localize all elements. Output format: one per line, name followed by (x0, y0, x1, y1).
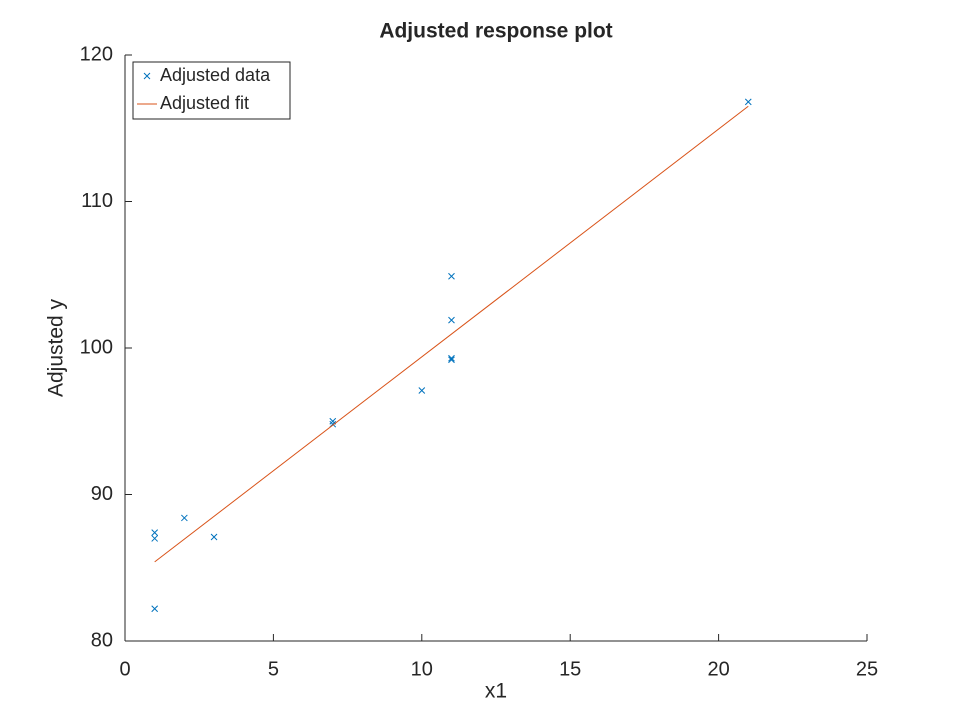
fit-line (154, 105, 749, 563)
y-tick-label: 120 (80, 43, 113, 65)
data-point (448, 316, 455, 324)
data-point (448, 272, 455, 280)
y-tick-label: 90 (91, 483, 113, 505)
y-axis-label: Adjusted y (45, 298, 68, 397)
y-tick-label: 80 (91, 629, 113, 651)
legend-marker (143, 72, 151, 80)
x-tick-label: 0 (119, 658, 130, 680)
y-tick-label: 110 (81, 190, 113, 212)
legend-box (132, 61, 291, 120)
legend-label: Adjusted data (160, 65, 271, 85)
data-point (418, 387, 426, 394)
x-tick-label: 10 (411, 658, 433, 680)
chart-title: Adjusted response plot (379, 20, 612, 43)
data-point (210, 533, 218, 541)
legend-label: Adjusted fit (160, 93, 249, 113)
data-point (181, 514, 188, 522)
x-tick-label: 15 (559, 658, 581, 680)
data-point (151, 605, 159, 613)
data-point (744, 98, 752, 106)
y-tick-label: 100 (80, 336, 113, 358)
x-tick-label: 5 (268, 658, 279, 680)
x-axis-label: x1 (485, 680, 507, 703)
data-point (151, 529, 159, 536)
data-point (151, 535, 159, 542)
x-tick-label: 20 (707, 658, 729, 680)
data-point (448, 354, 455, 362)
x-tick-label: 25 (856, 658, 878, 680)
data-point (448, 356, 455, 364)
